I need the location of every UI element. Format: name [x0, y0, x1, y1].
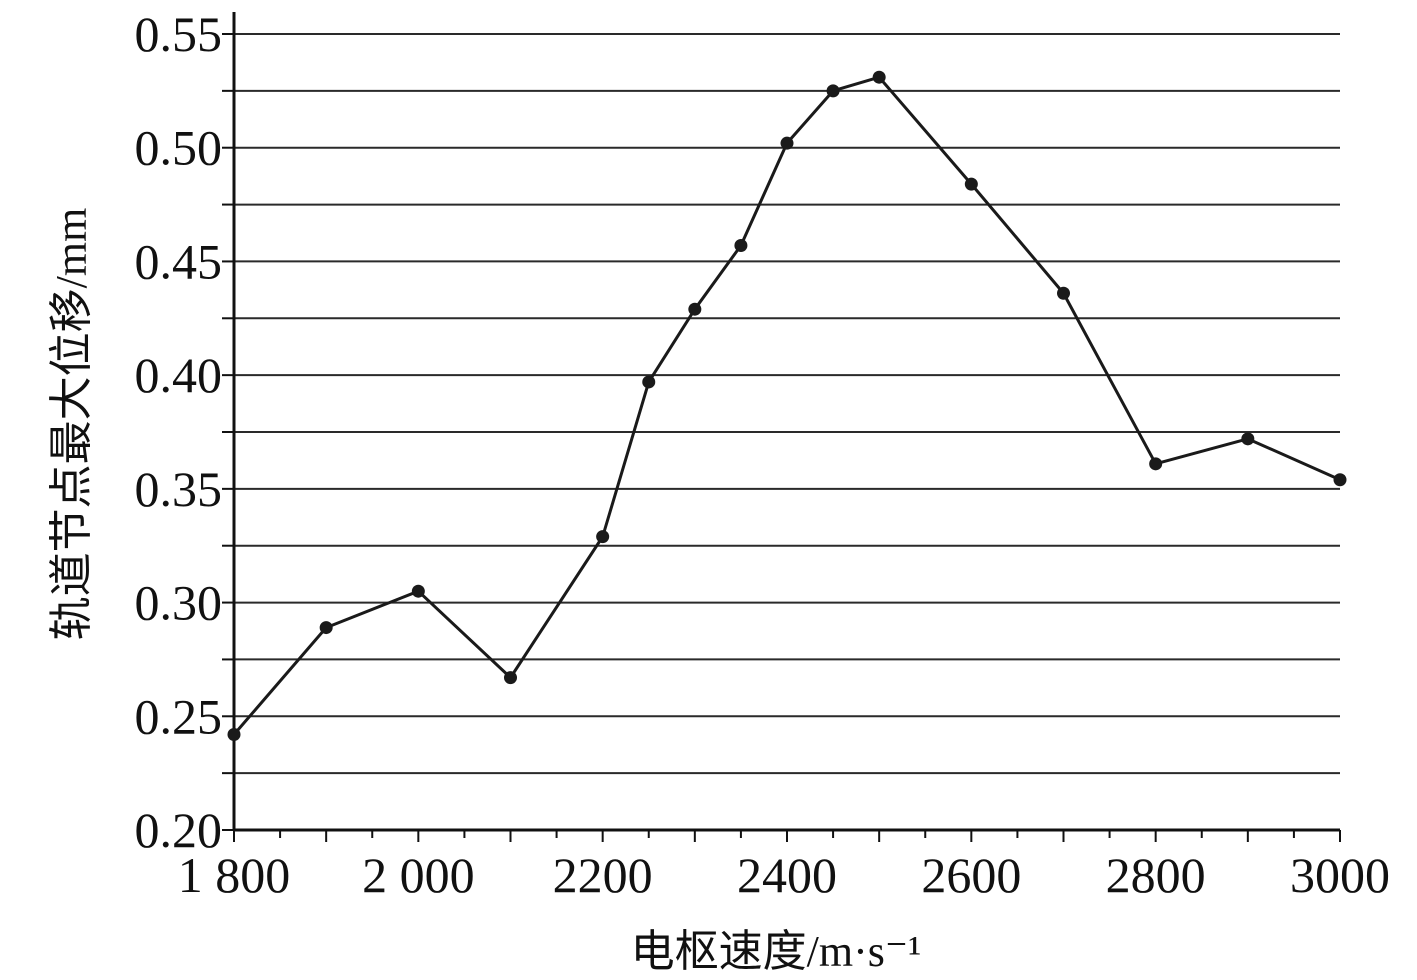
data-point	[227, 727, 241, 741]
data-point	[1241, 432, 1255, 446]
x-axis-title: 电枢速度/m·s⁻¹	[631, 927, 922, 976]
x-tick-label: 2400	[737, 847, 837, 903]
series	[227, 70, 1347, 741]
data-point	[780, 136, 794, 150]
data-point	[596, 530, 610, 544]
y-tick-label: 0.40	[135, 347, 223, 403]
x-tick-label: 2 000	[362, 847, 475, 903]
x-tick-label: 2800	[1106, 847, 1206, 903]
data-point	[734, 239, 748, 253]
y-tick-label: 0.20	[135, 802, 223, 858]
data-point	[411, 584, 425, 598]
data-point	[872, 70, 886, 84]
y-tick-label: 0.50	[135, 120, 223, 176]
data-point	[826, 84, 840, 98]
y-tick-label: 0.55	[135, 6, 223, 62]
y-tick-label: 0.35	[135, 461, 223, 517]
y-tick-label: 0.25	[135, 688, 223, 744]
y-tick-label: 0.30	[135, 575, 223, 631]
axes	[222, 12, 1341, 842]
y-tick-label: 0.45	[135, 233, 223, 289]
grid-lines	[234, 33, 1340, 775]
data-point	[642, 375, 656, 389]
data-point	[504, 671, 517, 685]
data-point	[1057, 286, 1070, 300]
data-point	[319, 621, 333, 635]
x-tick-label: 3000	[1290, 847, 1390, 903]
data-point	[964, 177, 978, 191]
data-point	[1333, 473, 1347, 487]
data-point	[688, 302, 702, 316]
x-tick-label: 1 800	[178, 847, 291, 903]
x-tick-label: 2600	[921, 847, 1021, 903]
x-tick-label: 2200	[553, 847, 653, 903]
tick-labels: 0.20 0.25 0.30 0.35 0.40 0.45 0.50 0.55 1 800 2 0…	[135, 6, 1391, 903]
y-axis-title: 轨道节点最大位移/mm	[47, 208, 96, 641]
data-point	[1149, 457, 1163, 471]
series-line	[232, 75, 1341, 736]
